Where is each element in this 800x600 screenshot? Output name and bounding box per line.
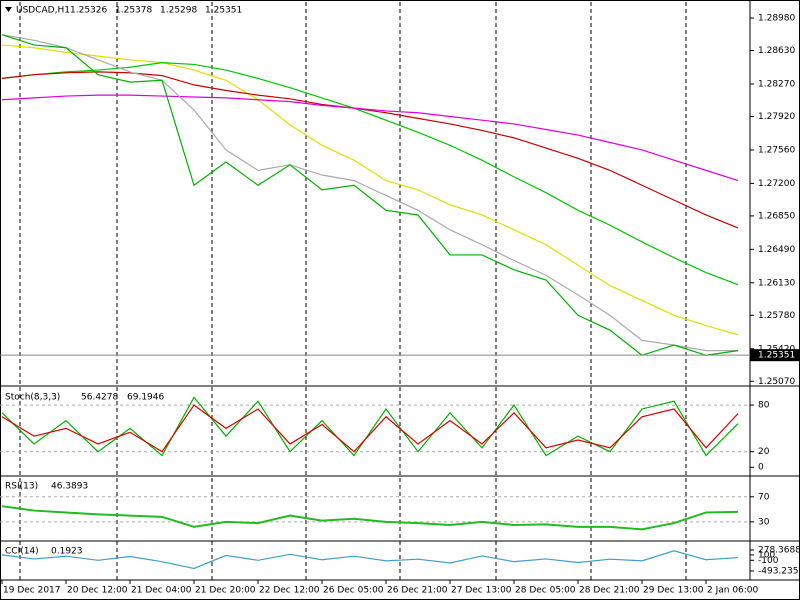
ohlc-readout: 1.25351 <box>205 6 242 16</box>
indicator-readout: 0.1923 <box>51 547 83 557</box>
indicator-readout: 56.4278 <box>81 393 118 403</box>
ohlc-readout: 1.25326 <box>70 6 107 16</box>
y-tick-label: 80 <box>758 401 770 411</box>
y-tick-label: 20 <box>758 447 770 457</box>
series-line <box>1 34 738 352</box>
series-line <box>1 505 739 531</box>
y-tick-label: 1.26130 <box>758 278 795 288</box>
menu-triangle <box>5 7 12 12</box>
x-tick-label: 28 Dec 21:00 <box>579 586 640 596</box>
y-tick-label: 1.25780 <box>758 311 795 321</box>
y-tick-label: -100 <box>758 556 779 566</box>
x-tick-label: 22 Dec 12:00 <box>259 586 320 596</box>
x-tick-label: 29 Dec 13:00 <box>643 586 704 596</box>
x-tick-label: 21 Dec 20:00 <box>195 586 256 596</box>
ohlc-readout: 1.25378 <box>115 6 152 16</box>
y-tick-label: 100 <box>758 550 775 560</box>
x-tick-label: 26 Dec 21:00 <box>387 586 448 596</box>
last-price-box <box>750 349 800 362</box>
indicator-title: CCI(14) <box>5 547 39 557</box>
ohlc-readout: 1.25298 <box>160 6 197 16</box>
y-tick-label: 1.27560 <box>758 145 795 155</box>
series-line <box>1 44 739 336</box>
indicator-title: RSI(13) <box>5 482 38 492</box>
series-line <box>1 34 739 356</box>
y-tick-label: 1.25070 <box>758 377 795 387</box>
symbol: USDCAD,H1 <box>16 6 70 16</box>
y-tick-label: 1.28270 <box>758 79 795 89</box>
y-tick-label: 1.26490 <box>758 245 795 255</box>
y-tick-label: -493.2355 <box>758 567 800 577</box>
last-price-label: 1.25351 <box>758 351 795 361</box>
indicator-title: Stoch(8,3,3) <box>5 393 60 403</box>
x-tick-label: 20 Dec 12:00 <box>67 586 128 596</box>
x-tick-label: 26 Dec 05:00 <box>323 586 384 596</box>
day-separators <box>19 2 687 580</box>
series-line <box>1 94 739 182</box>
y-tick-label: 1.28630 <box>758 46 795 56</box>
y-tick-label: 1.27200 <box>758 179 795 189</box>
indicator-readout: 69.1946 <box>127 393 164 403</box>
x-tick-label: 28 Dec 05:00 <box>515 586 576 596</box>
series-line <box>1 550 739 570</box>
x-tick-label: 2 Jan 06:00 <box>707 586 759 596</box>
series-line <box>1 71 739 229</box>
indicator-readout: 46.3893 <box>51 482 88 492</box>
x-tick-label: 19 Dec 2017 <box>3 586 61 596</box>
series-line <box>1 404 739 453</box>
y-tick-label: 1.26850 <box>758 211 795 221</box>
y-tick-label: 30 <box>758 517 770 527</box>
series-line <box>1 62 739 286</box>
x-tick-label: 27 Dec 13:00 <box>451 586 512 596</box>
x-tick-label: 21 Dec 04:00 <box>131 586 192 596</box>
y-tick-label: 0 <box>758 463 764 473</box>
y-tick-label: 278.3688 <box>758 546 800 556</box>
y-tick-label: 70 <box>758 492 770 502</box>
y-tick-label: 1.28980 <box>758 14 795 24</box>
y-tick-label: 1.27920 <box>758 112 795 122</box>
series-line <box>1 396 739 457</box>
